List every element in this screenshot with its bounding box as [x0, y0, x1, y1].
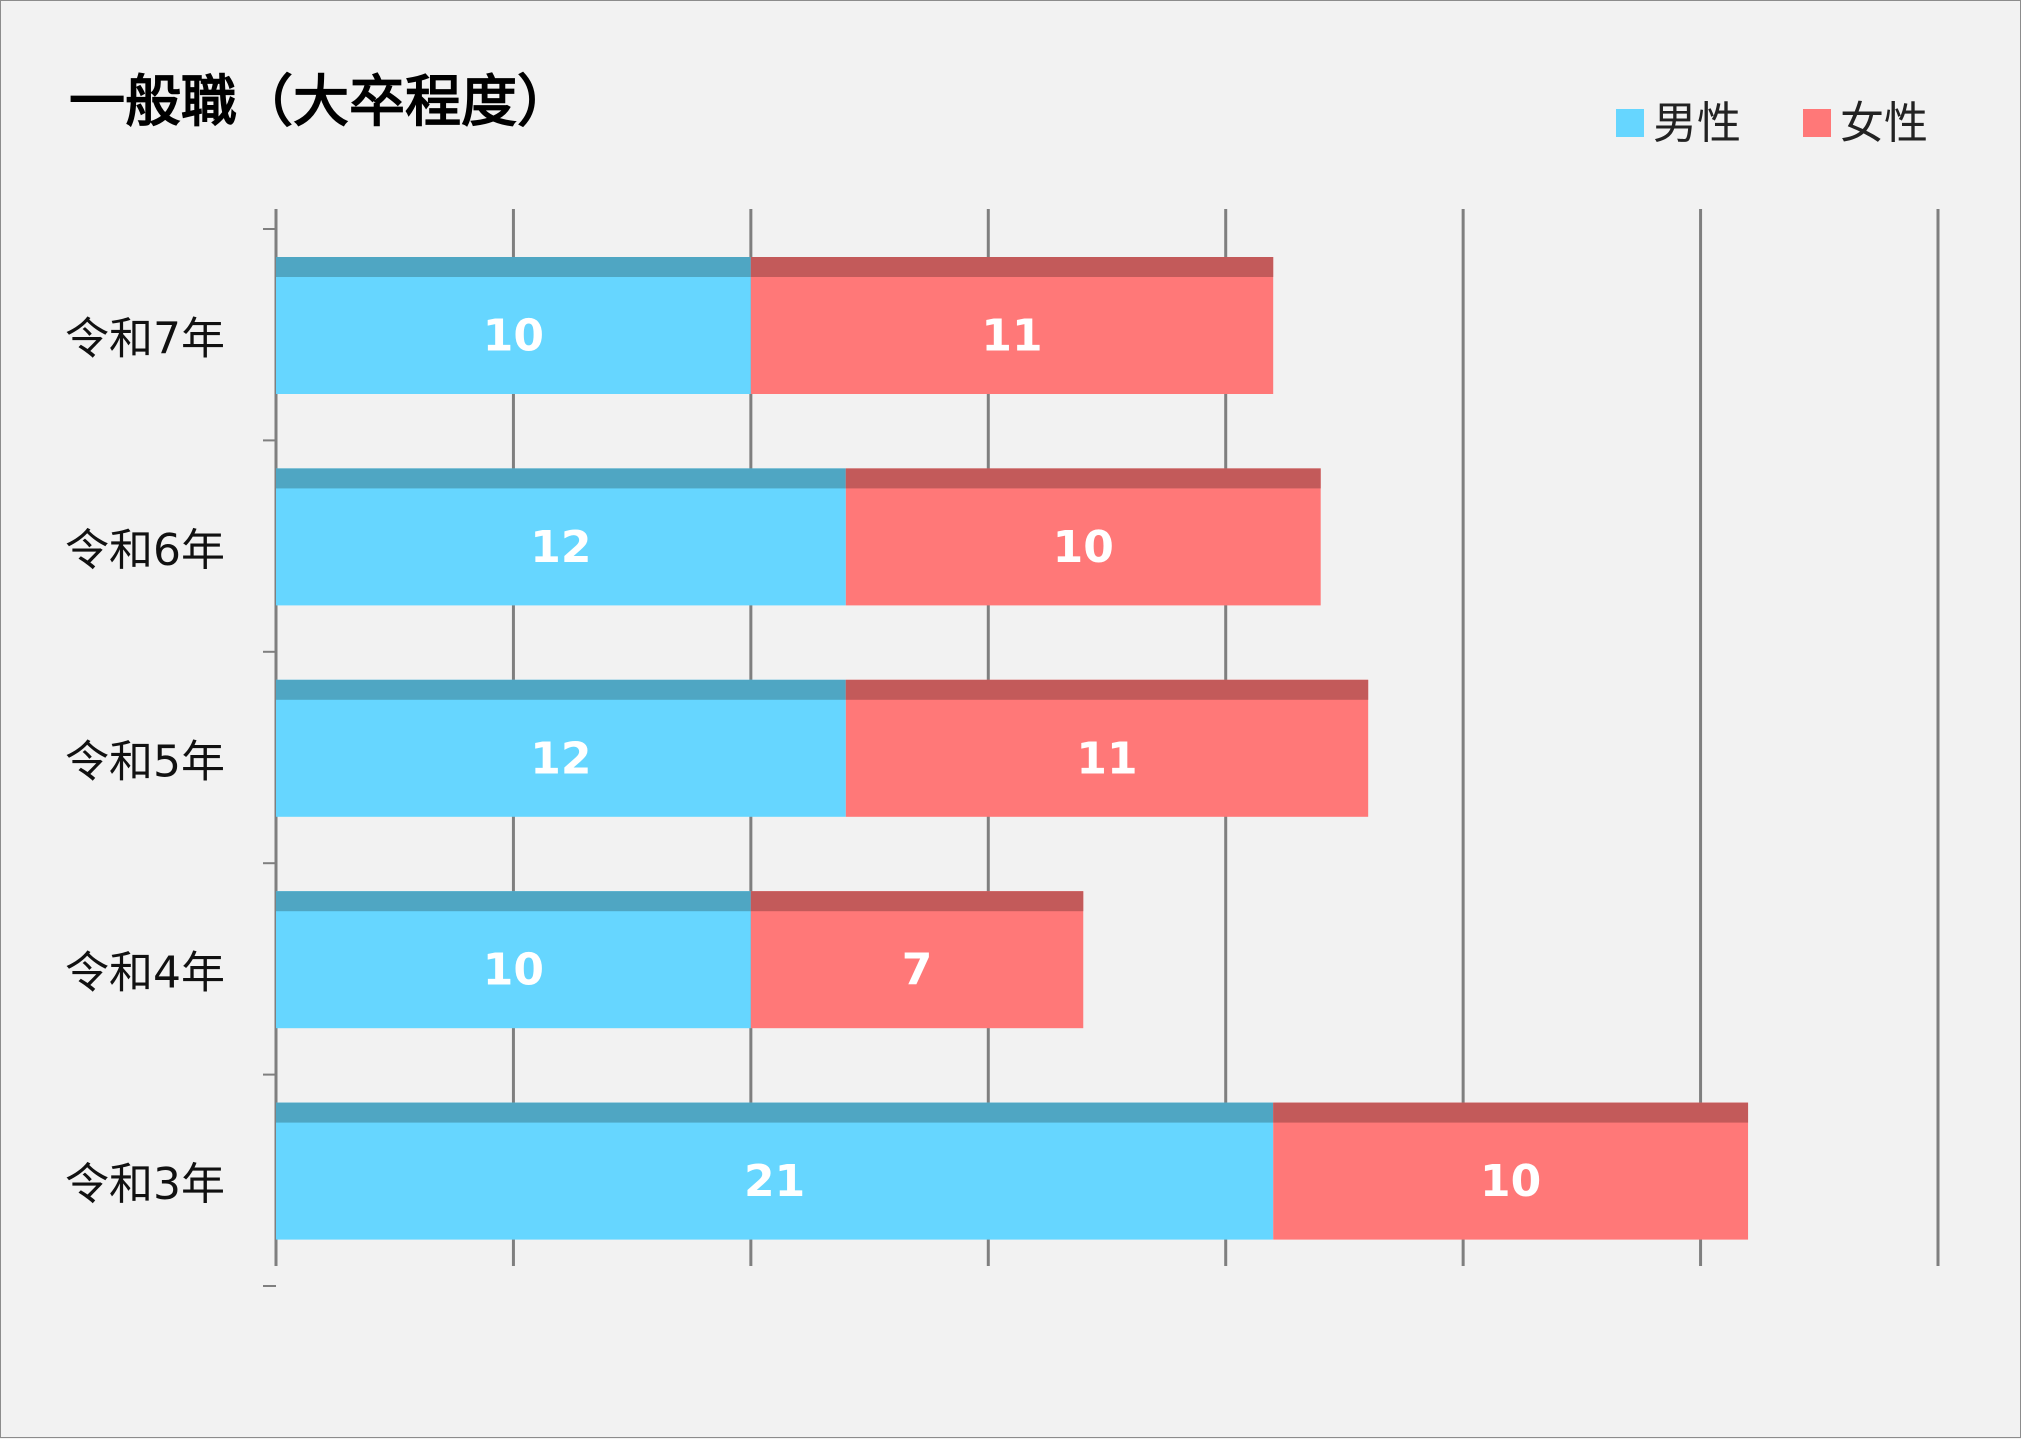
category-label: 令和4年 [65, 948, 225, 999]
bar-女性-令和3年 [1273, 1102, 1749, 1240]
bar-男性-令和7年 [276, 257, 751, 394]
value-label: 10 [483, 311, 544, 362]
value-label: 10 [1053, 522, 1114, 573]
bar-fill [750, 891, 1084, 1029]
legend-label: 男性 [1653, 98, 1741, 149]
value-label: 10 [483, 945, 544, 996]
bar-top-band [276, 891, 751, 912]
bar-女性-令和5年 [845, 679, 1369, 817]
value-label: 7 [902, 945, 933, 996]
bar-top-band [845, 468, 1321, 489]
bar-男性-令和6年 [276, 468, 846, 606]
legend: 男性 女性 [1616, 98, 1928, 149]
category-label: 令和6年 [65, 525, 225, 576]
value-label: 10 [1480, 1156, 1541, 1207]
bar-top-band [276, 468, 846, 489]
bar-top-band [276, 1102, 1274, 1123]
value-label: 12 [530, 522, 591, 573]
value-label: 12 [530, 733, 591, 784]
bar-fill [845, 679, 1369, 817]
bar-top-band [750, 891, 1084, 912]
bar-fill [276, 1102, 1274, 1240]
bar-男性-令和4年 [276, 891, 751, 1029]
value-labels: 10 11 12 10 12 11 10 7 21 10 [483, 311, 1541, 1208]
bar-top-band [276, 679, 846, 700]
category-label: 令和3年 [65, 1159, 225, 1210]
bar-男性-令和5年 [276, 679, 846, 817]
chart-title: 一般職（大卒程度） [69, 70, 573, 135]
legend-item-男性: 男性 [1616, 98, 1741, 149]
bar-fill [1273, 1102, 1749, 1240]
bar-女性-令和7年 [750, 257, 1274, 394]
legend-swatch [1803, 109, 1831, 137]
value-label: 11 [981, 311, 1042, 362]
category-label: 令和7年 [65, 314, 225, 365]
bars [276, 257, 1749, 1240]
legend-swatch [1616, 109, 1644, 137]
bar-女性-令和6年 [845, 468, 1321, 606]
bar-fill [845, 468, 1321, 606]
bar-fill [750, 257, 1274, 394]
bar-fill [276, 891, 751, 1029]
legend-label: 女性 [1840, 98, 1928, 149]
bar-top-band [845, 679, 1369, 700]
bar-top-band [1273, 1102, 1749, 1123]
legend-item-女性: 女性 [1803, 98, 1928, 149]
bar-fill [276, 679, 846, 817]
value-label: 21 [744, 1156, 805, 1207]
bar-fill [276, 257, 751, 394]
value-label: 11 [1076, 733, 1137, 784]
bar-top-band [276, 257, 751, 277]
bar-女性-令和4年 [750, 891, 1084, 1029]
bar-男性-令和3年 [276, 1102, 1274, 1240]
bar-top-band [750, 257, 1274, 277]
bar-fill [276, 468, 846, 606]
y-axis [263, 228, 276, 1287]
category-label: 令和5年 [65, 736, 225, 787]
